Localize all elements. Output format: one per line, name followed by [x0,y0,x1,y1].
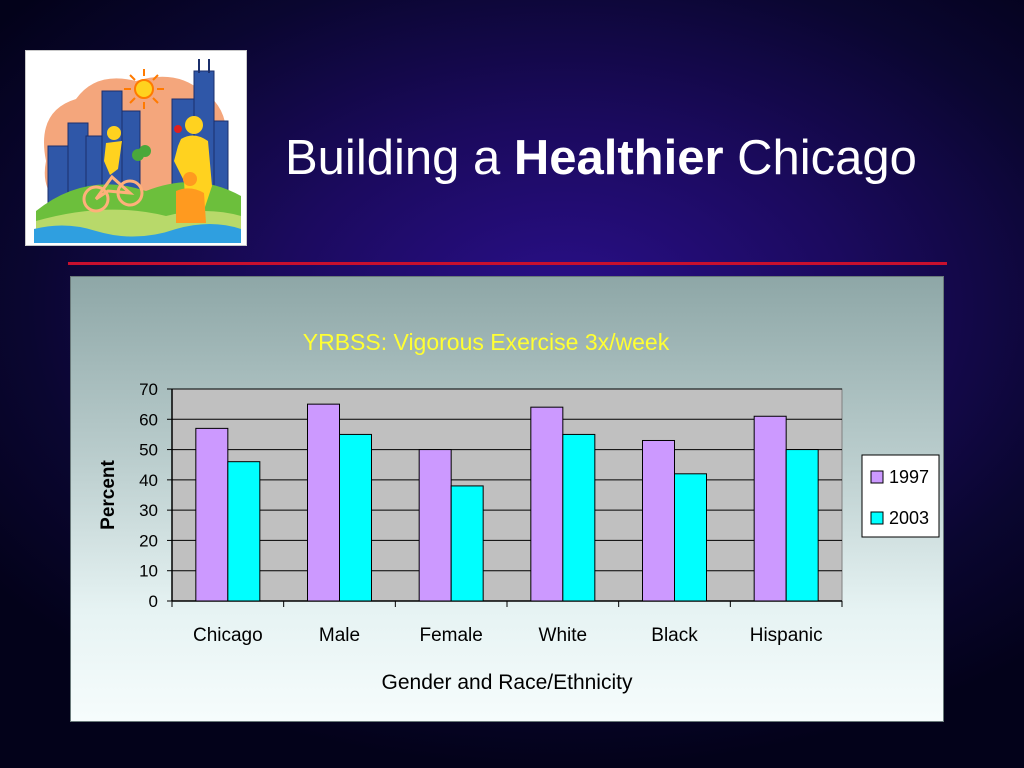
page-title: Building a Healthier Chicago [285,128,917,188]
plot-area [171,388,843,602]
bar-2003-female [450,485,484,602]
title-prefix: Building a [285,131,501,185]
title-divider [68,262,947,265]
y-tick-label: 70 [139,380,158,399]
y-tick-label: 20 [139,531,158,550]
y-tick-label: 0 [149,592,158,611]
bar-2003-black [674,473,707,602]
legend-swatch-1997 [870,470,884,484]
y-tick-label: 30 [139,501,158,520]
title-bold: Healthier [513,131,724,185]
bar-2003-white [562,433,596,602]
chart-panel: 0 10 20 30 40 50 60 70 Chicago Male Female White Bla… [70,276,944,722]
x-tick-label: White [539,625,588,646]
y-tick-label: 10 [139,562,158,581]
bar-1997-chicago [195,427,229,602]
bar-2003-hispanic [785,449,819,602]
bar-2003-chicago [227,461,261,602]
bar-1997-female [418,449,452,602]
chart-title: YRBSS: Vigorous Exercise 3x/week [303,329,670,355]
title-suffix: Chicago [737,131,917,185]
x-tick-label: Hispanic [750,625,823,646]
x-tick-label: Female [419,625,482,646]
logo [25,50,247,246]
bar-1997-white [530,406,564,602]
bar-1997-hispanic [753,415,787,602]
bar-chart: 0 10 20 30 40 50 60 70 Chicago Male Female White Bla… [98,329,940,694]
bar-2003-male [339,433,372,602]
bar-1997-male [307,403,340,602]
legend-label-1997: 1997 [889,467,929,487]
x-tick-label: Male [319,625,360,646]
x-tick-label: Chicago [193,625,263,646]
y-axis-label: Percent [98,459,119,529]
y-tick-label: 50 [139,441,158,460]
bar-1997-black [642,439,675,602]
healthy-chicago-logo-icon [34,59,241,243]
legend-label-2003: 2003 [889,508,929,528]
y-tick-label: 60 [139,410,158,429]
legend-swatch-2003 [870,511,884,525]
x-axis-label: Gender and Race/Ethnicity [382,671,633,694]
y-tick-label: 40 [139,471,158,490]
x-tick-label: Black [651,625,698,646]
